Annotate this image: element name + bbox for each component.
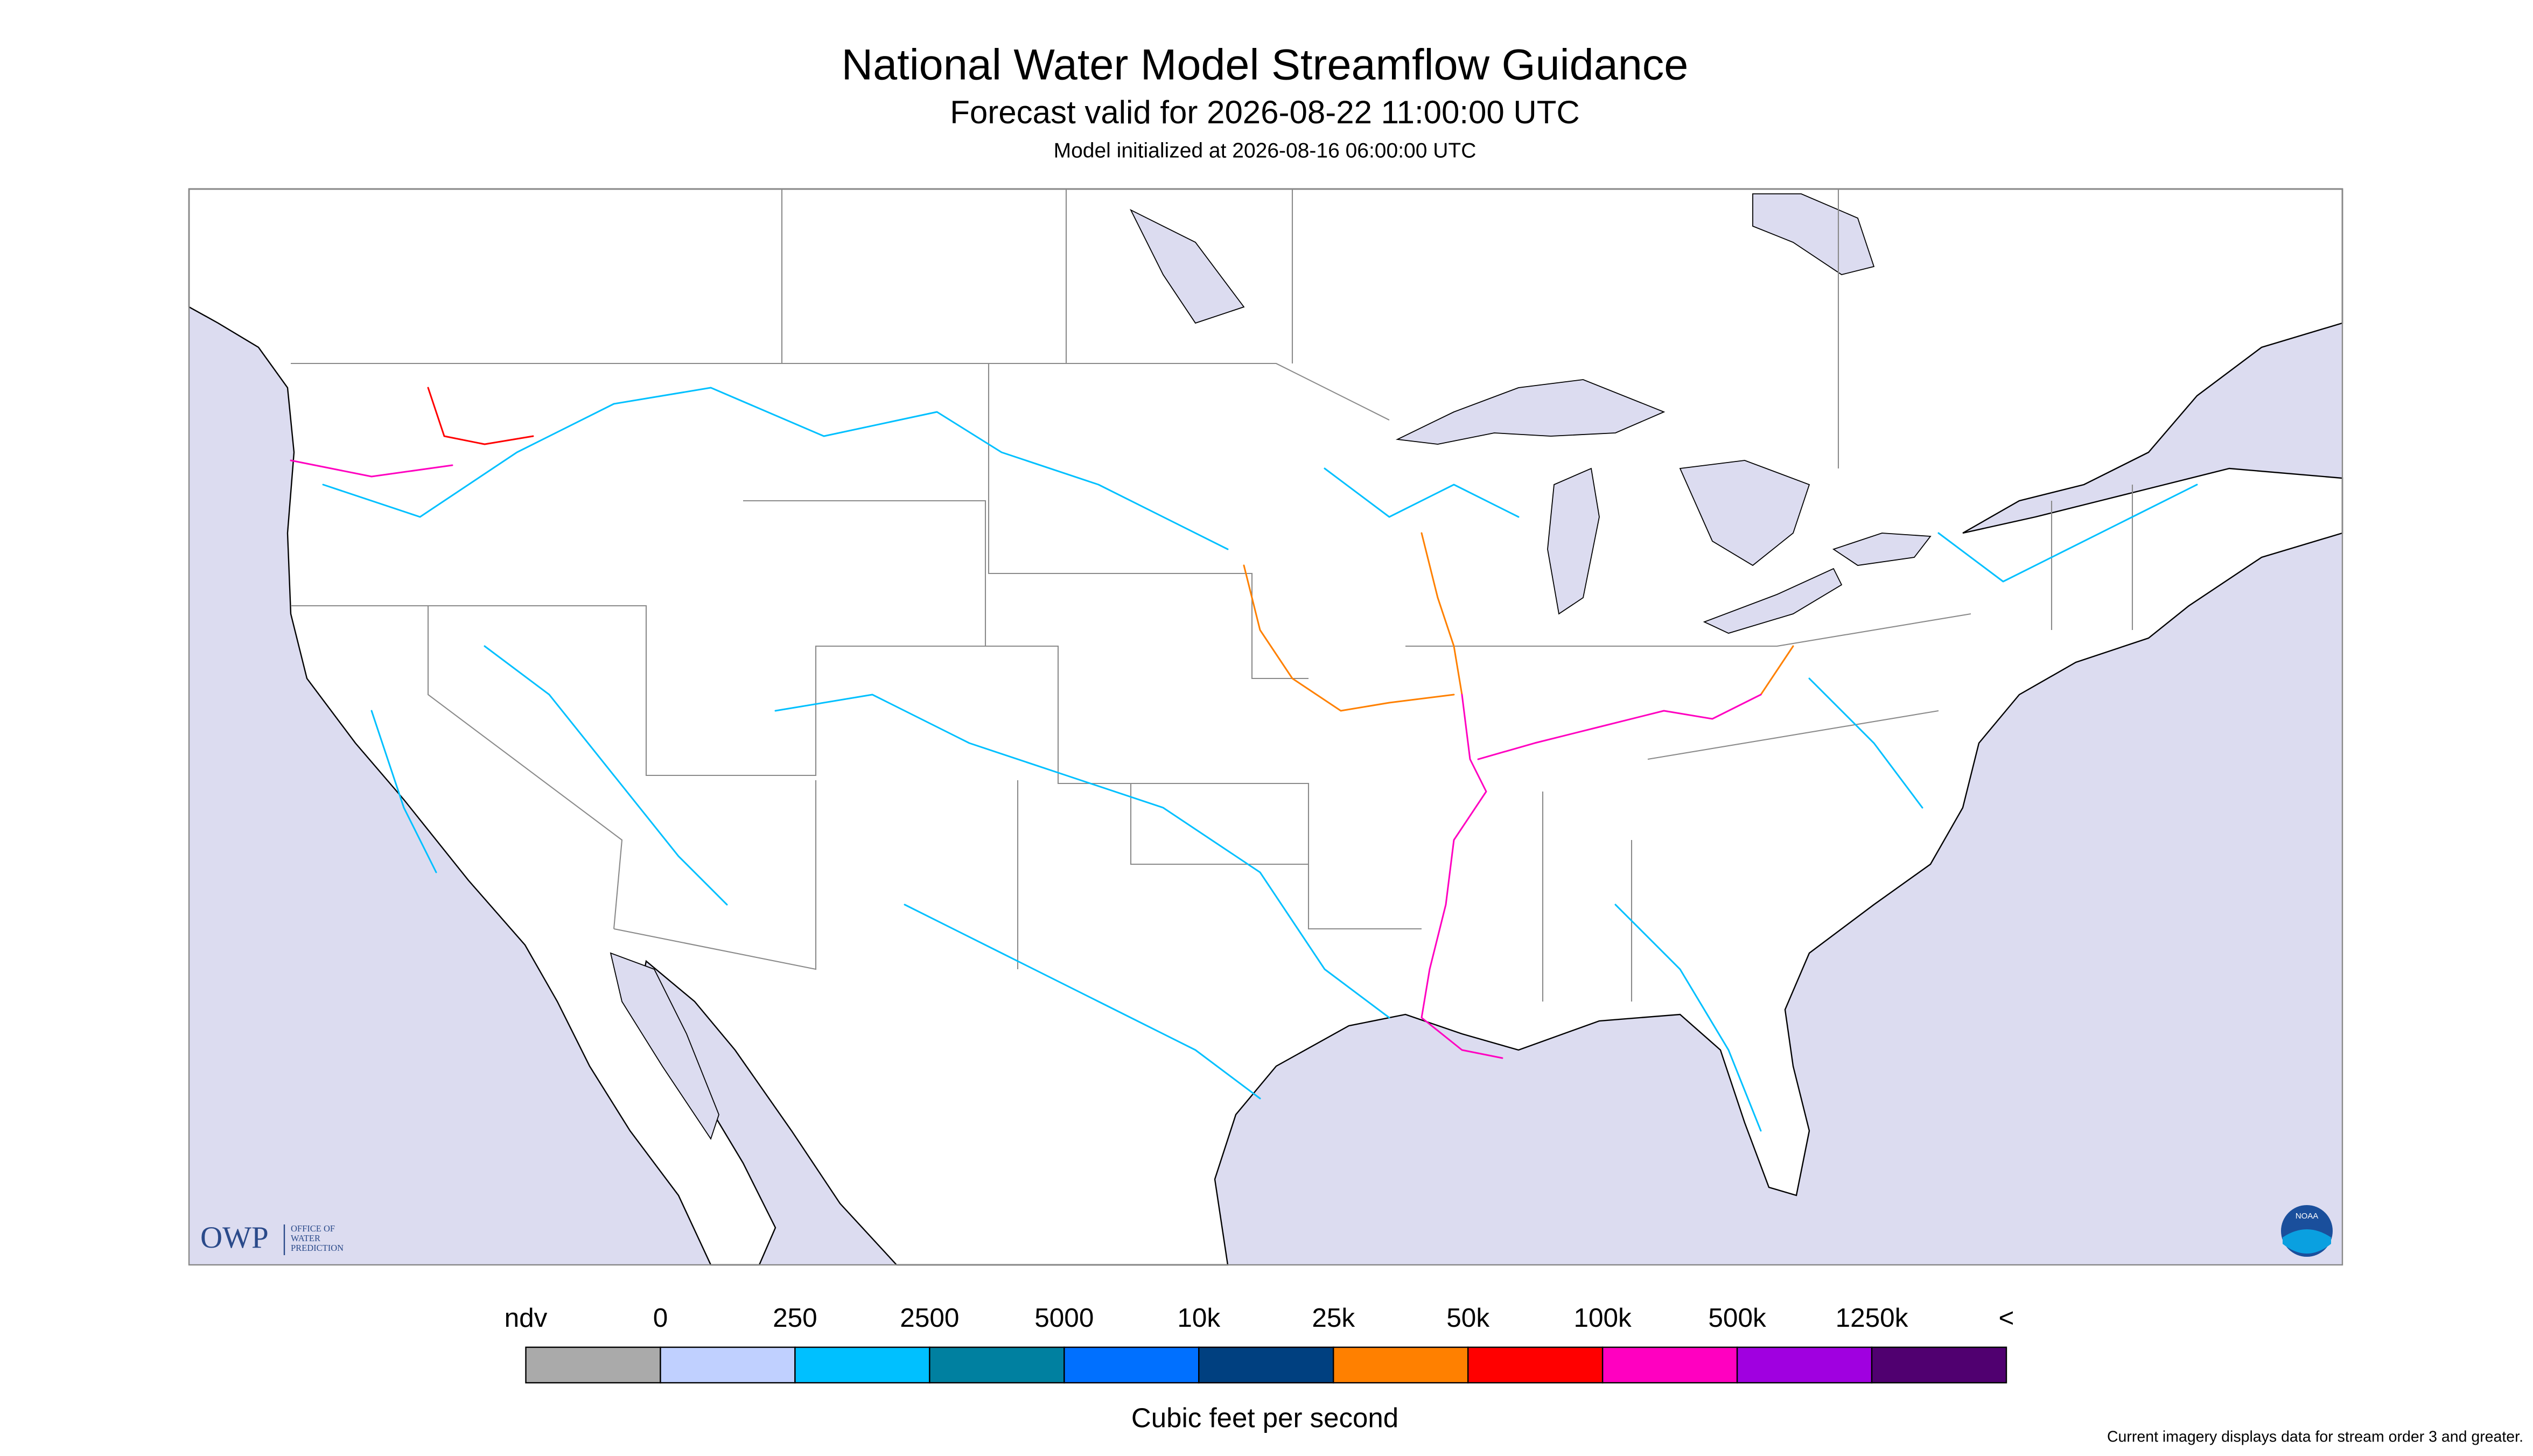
logo-subtext: WATER [291,1233,320,1243]
legend-swatch [525,1346,661,1384]
lake-superior [1395,379,1666,445]
river-ohio [1477,694,1762,760]
badge-wave [2283,1229,2331,1254]
legend-label: 250 [773,1303,817,1333]
legend-swatch [1601,1346,1738,1384]
legend-label: 25k [1312,1303,1355,1333]
logo-text: OWP [200,1221,269,1255]
logo-subtext: PREDICTION [291,1243,344,1253]
legend-swatch [794,1346,930,1384]
owp-logo: OWP OFFICE OF WATER PREDICTION [200,1221,344,1256]
map: OWP OFFICE OF WATER PREDICTION NOAA [188,188,2343,1266]
legend-swatch [1871,1346,2007,1384]
river [370,645,728,906]
borders [291,189,2133,1002]
badge-text: NOAA [2296,1212,2319,1221]
legend-label: 500k [1708,1303,1766,1333]
legend-swatch [1063,1346,1200,1384]
footnote: Current imagery displays data for stream… [2107,1429,2523,1446]
legend-label: 2500 [900,1303,959,1333]
title: National Water Model Streamflow Guidance [842,40,1689,89]
legend-label: ndv [505,1303,548,1333]
gulf-of-california [610,952,719,1140]
legend-label: < [1999,1303,2014,1333]
border [427,363,1309,929]
legend-swatch [660,1346,796,1384]
lake-ontario [1832,533,1932,566]
river [904,677,1923,1132]
legend-label: 5000 [1034,1303,1094,1333]
lake-michigan [1547,467,1600,615]
river [1243,564,1455,712]
river-mississippi [1421,694,1503,1059]
legend-swatch [1467,1346,1604,1384]
river-snake [427,387,534,445]
legend-swatch [1736,1346,1873,1384]
border [613,613,1971,1002]
legend-label: 10k [1177,1303,1220,1333]
legend-label: 1250k [1836,1303,1908,1333]
init-time: Model initialized at 2026-08-16 06:00:00… [1054,139,1477,162]
border [291,362,1390,421]
legend-swatch [929,1346,1065,1384]
legend-label: 100k [1573,1303,1632,1333]
subtitle: Forecast valid for 2026-08-22 11:00:00 U… [950,94,1580,130]
logo-subtext: OFFICE OF [291,1223,335,1234]
legend: ndv 0 250 2500 5000 10k 25k 50k 100k 500k 1250k < [505,1303,2014,1384]
lake-huron [1679,460,1810,566]
noaa-badge: NOAA [2281,1205,2333,1257]
river-columbia [290,459,453,478]
map-frame [188,188,2343,1266]
river [774,694,1390,1019]
border [781,189,1839,469]
rivers [290,387,2198,1132]
river [322,387,1229,550]
lake-winnipeg [1129,208,1245,324]
legend-unit: Cubic feet per second [1131,1402,1398,1433]
lake-erie [1703,568,1843,634]
legend-label: 50k [1446,1303,1489,1333]
great-lakes [1129,193,1932,634]
legend-swatch [1333,1346,1469,1384]
land [188,188,2343,1266]
border [291,605,1422,930]
river [1421,532,1794,696]
legend-swatch [1198,1346,1334,1384]
border [2051,485,2133,631]
legend-label: 0 [653,1303,668,1333]
river [1324,467,2198,583]
hudson-bay [1752,193,1875,275]
